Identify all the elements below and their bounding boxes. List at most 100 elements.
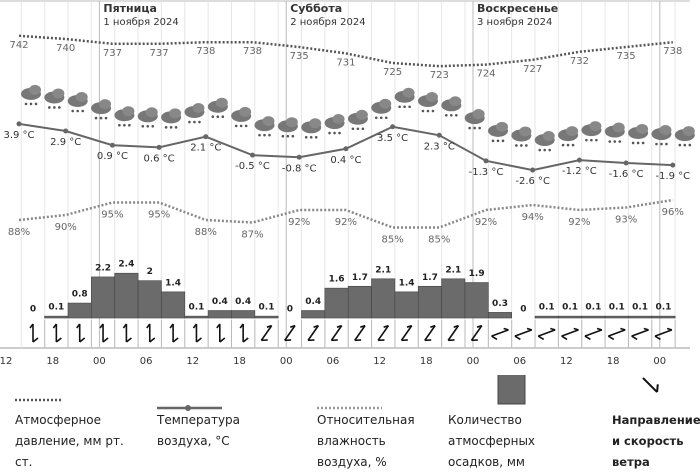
wind-head <box>52 323 57 329</box>
cloud <box>309 118 322 129</box>
value-label: -0.8 °C <box>282 163 317 174</box>
wind-arrow <box>192 323 202 343</box>
day-name: Пятница <box>103 2 157 15</box>
bar <box>464 282 489 319</box>
bar <box>44 315 69 319</box>
wind-barb <box>149 337 156 343</box>
bar <box>347 285 372 319</box>
wind-shaft <box>537 329 556 337</box>
drop <box>328 131 331 135</box>
drop <box>234 124 238 128</box>
legend-humidity: Относительная влажность воздуха, % <box>317 413 415 469</box>
wind-arrow <box>584 327 603 341</box>
wind-barb <box>607 335 615 341</box>
wind-barb <box>378 339 385 342</box>
time-label: 18 <box>420 356 433 367</box>
wind-barb <box>448 339 455 342</box>
value-label: 3.5 °C <box>377 133 408 144</box>
cloud <box>589 121 602 132</box>
weather-icon <box>441 96 462 117</box>
drop <box>403 105 406 109</box>
bar <box>161 291 186 319</box>
value-label: 85% <box>428 235 450 246</box>
wind-shaft <box>377 325 390 341</box>
drop <box>566 143 570 147</box>
point <box>576 157 582 163</box>
wind-head <box>503 327 509 331</box>
drop <box>683 143 687 147</box>
cloud <box>169 108 182 119</box>
legend-precipitation: Количество атмосферных осадков, мм <box>448 413 536 469</box>
wind-head <box>239 323 244 329</box>
time-label: 00 <box>280 356 293 367</box>
day-date: 2 ноября 2024 <box>290 17 365 28</box>
drop <box>384 116 388 120</box>
wind-head <box>192 323 198 329</box>
wind-barb <box>219 337 226 343</box>
point <box>483 158 489 164</box>
drop <box>211 115 215 118</box>
drop <box>538 148 541 152</box>
wind-arrow <box>284 324 296 342</box>
day-date: 3 ноября 2024 <box>477 17 552 28</box>
wind-barb <box>79 337 86 343</box>
time-label: 18 <box>607 356 620 367</box>
wind-arrow <box>169 323 179 343</box>
value-label: 0.1 <box>585 303 601 313</box>
value-label: 725 <box>383 67 402 78</box>
point <box>343 146 349 152</box>
value-label: 93% <box>615 215 637 226</box>
drop <box>314 135 318 139</box>
drop <box>548 148 551 152</box>
bar <box>324 287 349 319</box>
value-label: 0.9 °C <box>97 151 128 162</box>
value-label: 96% <box>662 207 684 218</box>
point <box>390 124 396 130</box>
wind-barb <box>172 337 179 343</box>
value-label: 2.9 °C <box>50 137 81 148</box>
wind-arrow <box>470 324 483 342</box>
value-label: 92% <box>288 217 310 228</box>
legend-temp-dot <box>185 405 191 411</box>
wind-shaft <box>307 325 320 341</box>
drop <box>491 139 495 143</box>
value-label: 0 <box>520 305 526 315</box>
drop <box>468 126 471 130</box>
wind-arrow <box>99 323 109 343</box>
cloud <box>659 125 672 136</box>
cloud <box>472 109 485 120</box>
wind-head <box>29 323 34 329</box>
wind-shaft <box>631 329 649 337</box>
wind-arrow <box>561 327 579 341</box>
wind-head <box>169 323 174 329</box>
drop <box>655 142 658 146</box>
time-label: 18 <box>233 356 246 367</box>
value-label: 92% <box>568 217 590 228</box>
drop <box>151 124 155 128</box>
cloud <box>262 116 275 127</box>
wind-barb <box>654 335 661 341</box>
value-label: 0.1 <box>632 303 648 313</box>
wind-arrow <box>631 327 649 341</box>
wind-arrow <box>239 323 249 343</box>
wind-shaft <box>608 329 626 337</box>
point <box>109 142 115 148</box>
value-label: 1.4 <box>165 278 181 288</box>
cloud <box>192 103 205 114</box>
drop <box>571 143 575 147</box>
drop <box>665 142 668 146</box>
value-label: 1.7 <box>422 273 438 283</box>
drop <box>169 126 173 129</box>
time-label: 18 <box>46 356 59 367</box>
wind-barb <box>307 339 315 342</box>
value-label: 0.4 <box>305 297 321 307</box>
value-label: 737 <box>150 48 169 59</box>
day-name: Суббота <box>290 2 342 15</box>
value-label: -0.5 °C <box>235 161 270 172</box>
weather-icon <box>184 103 205 124</box>
legend-precip-sample <box>497 375 526 405</box>
drop <box>520 144 523 147</box>
line-series <box>18 34 673 68</box>
